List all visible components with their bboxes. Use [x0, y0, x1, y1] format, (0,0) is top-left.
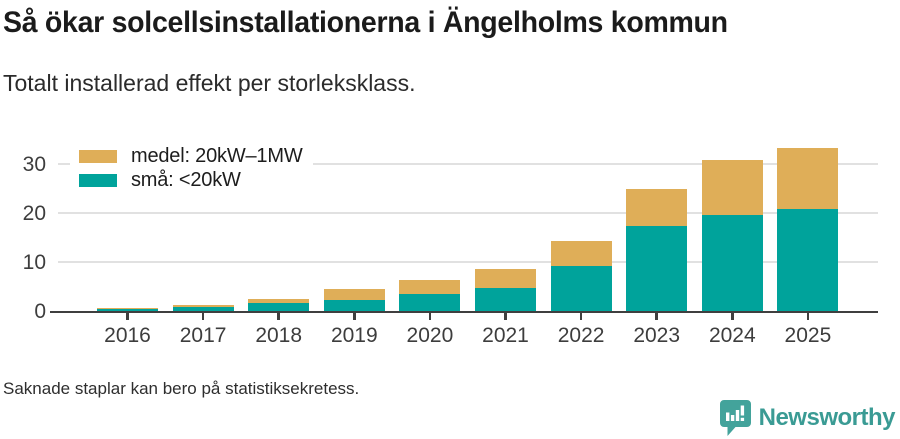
- bar-segment-2023: [626, 189, 688, 227]
- gridline-y10: [58, 261, 878, 263]
- footnote: Saknade staplar kan bero på statistiksek…: [3, 379, 360, 398]
- x-axis-tick-label: 2021: [482, 324, 529, 347]
- x-axis-tick: [504, 313, 507, 320]
- bar-segment-2018: [248, 303, 310, 311]
- bar-segment-2019: [323, 300, 385, 311]
- y-axis-tick-label: 0: [34, 299, 46, 323]
- legend-item-sma: små: <20kW: [79, 168, 303, 192]
- newsworthy-icon: [719, 399, 752, 436]
- x-axis-tick: [353, 313, 356, 320]
- x-axis-tick: [201, 313, 205, 320]
- bar-segment-2017: [172, 307, 234, 311]
- y-axis-tick-label: 20: [22, 201, 46, 225]
- x-axis-tick-label: 2022: [557, 324, 605, 347]
- bar-segment-2020: [399, 294, 461, 311]
- x-axis-tick-label: 2019: [330, 324, 378, 347]
- x-axis-tick: [806, 313, 810, 320]
- bar-segment-2016: [97, 309, 158, 311]
- x-axis-tick: [579, 313, 583, 320]
- newsworthy-wordmark: Newsworthy: [758, 403, 896, 431]
- x-axis-tick-label: 2017: [179, 324, 227, 347]
- bar-segment-2024: [701, 215, 763, 311]
- bar-segment-2021: [475, 268, 536, 288]
- y-axis-tick-label: 30: [22, 152, 46, 176]
- bar-segment-2017: [172, 304, 234, 308]
- gridline-y30: [58, 163, 878, 165]
- bar-segment-2022: [550, 240, 612, 267]
- x-axis-tick: [277, 313, 280, 320]
- legend-label-sma: små: <20kW: [131, 168, 241, 191]
- bar-segment-2024: [701, 159, 763, 216]
- x-axis-tick: [655, 313, 658, 320]
- chart-subtitle: Totalt installerad effekt per storlekskl…: [3, 70, 416, 96]
- x-axis-tick: [126, 313, 129, 320]
- bar-segment-2020: [399, 279, 461, 295]
- newsworthy-logo[interactable]: Newsworthy: [719, 399, 896, 436]
- bar-segment-2019: [323, 288, 385, 301]
- gridline-y20: [58, 212, 878, 214]
- x-axis-tick-label: 2016: [104, 324, 151, 347]
- x-axis-line: [50, 310, 878, 313]
- legend-swatch-sma: [79, 173, 117, 187]
- bar-segment-2018: [248, 299, 310, 304]
- bar-segment-2025: [777, 208, 839, 311]
- y-axis-tick-label: 10: [22, 250, 46, 274]
- legend-swatch-medel: [79, 149, 117, 163]
- bar-segment-2016: [97, 307, 158, 310]
- bar-segment-2021: [475, 287, 536, 311]
- bar-segment-2023: [626, 226, 688, 311]
- x-axis-tick: [731, 313, 734, 320]
- x-axis-tick-label: 2025: [784, 324, 832, 347]
- x-axis-tick-label: 2018: [255, 324, 303, 347]
- page-title: Så ökar solcellsinstallationerna i Ängel…: [3, 6, 728, 39]
- legend-item-medel: medel: 20kW–1MW: [79, 144, 303, 168]
- x-axis-tick: [428, 313, 432, 320]
- bar-segment-2025: [777, 147, 839, 209]
- legend-label-medel: medel: 20kW–1MW: [131, 144, 303, 167]
- x-axis-tick-label: 2020: [406, 324, 454, 347]
- x-axis-tick-label: 2024: [708, 324, 756, 347]
- legend: medel: 20kW–1MW små: <20kW: [70, 137, 313, 200]
- x-axis-tick-label: 2023: [633, 324, 681, 347]
- bar-segment-2022: [550, 266, 612, 311]
